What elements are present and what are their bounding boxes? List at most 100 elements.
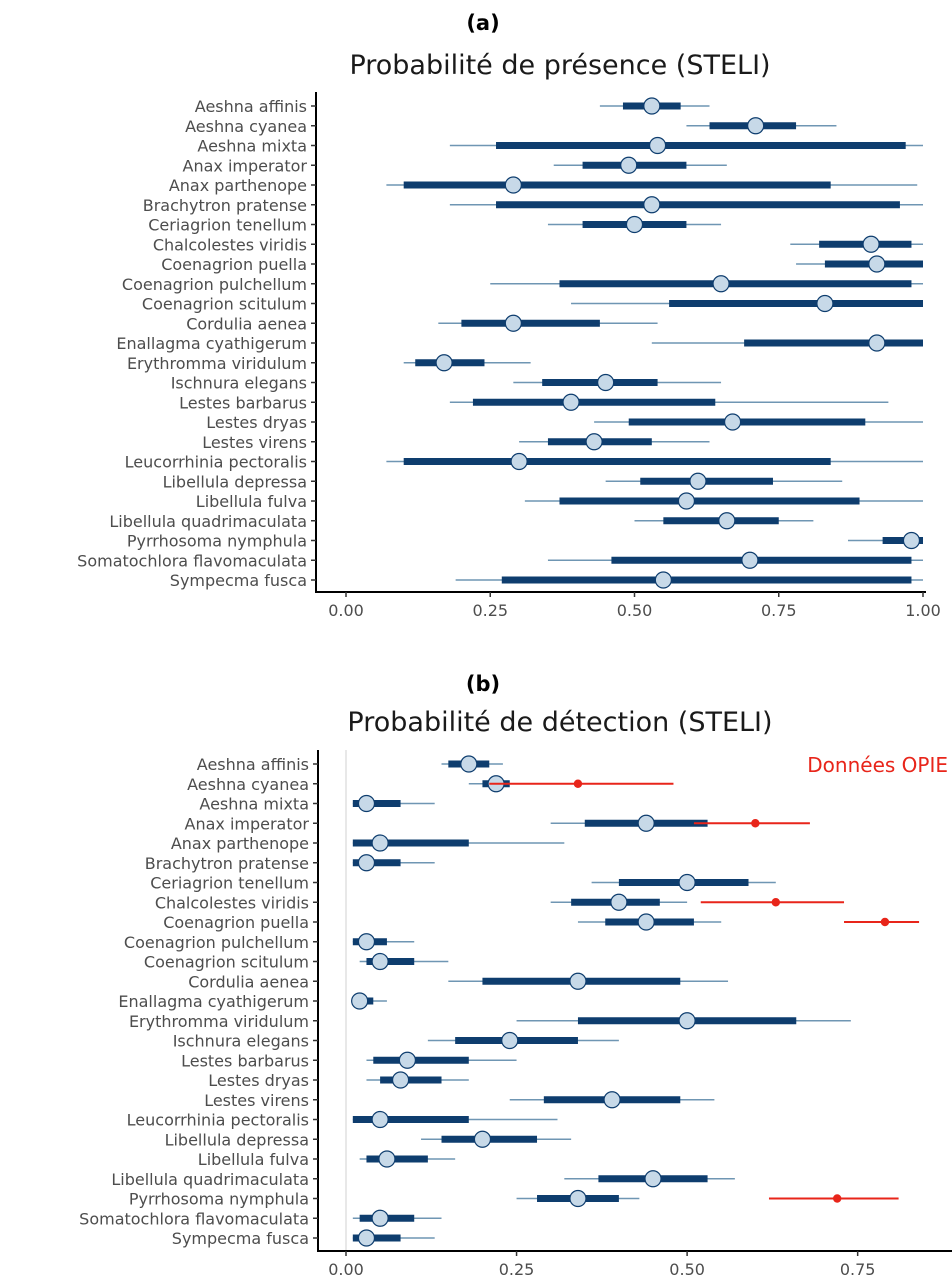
opie-point [833, 1194, 842, 1203]
median-point [435, 354, 453, 372]
median-point [723, 413, 742, 431]
y-tick-label: Lestes dryas [208, 1071, 309, 1090]
panel-b-title: Probabilité de détection (STELI) [347, 707, 772, 738]
median-point [689, 472, 707, 490]
median-point [597, 373, 615, 392]
x-tick-label: 0.75 [761, 601, 797, 620]
median-point [644, 1170, 662, 1188]
y-tick-label: Somatochlora flavomaculata [77, 551, 307, 570]
x-tick-label: 0.50 [669, 1260, 705, 1279]
median-point [371, 1110, 389, 1129]
median-point [747, 117, 765, 135]
y-tick-label: Pyrrhosoma nymphula [127, 532, 307, 551]
median-point [371, 834, 389, 852]
y-tick-label: Leucorrhinia pectoralis [125, 453, 307, 472]
median-point [504, 314, 522, 332]
y-tick-label: Somatochlora flavomaculata [79, 1209, 309, 1228]
y-tick-label: Enallagma cyathigerum [118, 992, 309, 1011]
median-point [643, 196, 661, 214]
median-point [371, 952, 389, 971]
median-point [625, 215, 644, 234]
y-tick-label: Libellula depressa [165, 1130, 309, 1149]
y-tick-label: Lestes barbarus [181, 1051, 309, 1070]
opie-point [771, 898, 780, 907]
y-tick-label: Pyrrhosoma nymphula [129, 1190, 309, 1209]
y-tick-label: Sympecma fusca [172, 1229, 309, 1248]
median-point [460, 755, 478, 773]
y-tick-label: Anax parthenope [169, 176, 307, 195]
median-point [510, 452, 528, 471]
median-point [902, 531, 921, 550]
median-point [569, 972, 587, 990]
y-tick-label: Leucorrhinia pectoralis [127, 1111, 309, 1130]
y-tick-label: Coenagrion scitulum [144, 953, 309, 972]
y-tick-label: Ischnura elegans [171, 374, 307, 393]
y-tick-label: Ceriagrion tenellum [148, 216, 307, 235]
median-point [357, 933, 376, 951]
y-tick-label: Erythromma viridulum [129, 1012, 309, 1031]
median-point [620, 156, 638, 174]
median-point [648, 136, 667, 155]
median-point [862, 235, 880, 253]
median-point [603, 1091, 621, 1109]
y-tick-label: Anax parthenope [171, 834, 309, 853]
y-tick-label: Aeshna mixta [199, 795, 309, 814]
median-point [712, 275, 730, 293]
y-tick-label: Coenagrion pulchellum [122, 275, 307, 294]
y-tick-label: Lestes dryas [206, 413, 307, 432]
x-tick-label: 0.25 [499, 1260, 535, 1279]
median-point [351, 992, 369, 1010]
median-point [357, 854, 376, 872]
median-point [816, 294, 834, 313]
y-tick-label: Coenagrion puella [163, 913, 309, 932]
y-tick-label: Ischnura elegans [173, 1032, 309, 1051]
median-point [585, 433, 603, 451]
y-tick-label: Brachytron pratense [143, 196, 307, 215]
y-tick-label: Libellula depressa [163, 472, 307, 491]
panel-a-title: Probabilité de présence (STELI) [349, 50, 770, 81]
x-tick-label: 0.25 [472, 601, 508, 620]
median-point [371, 1209, 389, 1227]
y-tick-label: Sympecma fusca [170, 571, 307, 590]
x-tick-label: 0.00 [328, 1260, 364, 1279]
y-tick-label: Brachytron pratense [145, 854, 309, 873]
y-tick-label: Cordulia aenea [186, 314, 307, 333]
opie-point [880, 917, 890, 927]
y-tick-label: Ceriagrion tenellum [150, 874, 309, 893]
median-point [678, 1012, 696, 1030]
x-tick-label: 1.00 [905, 601, 941, 620]
median-point [643, 97, 661, 115]
median-point [357, 794, 376, 813]
median-point [391, 1071, 410, 1089]
y-tick-label: Libellula quadrimaculata [111, 1170, 309, 1189]
panel-a-label: (a) [466, 11, 499, 35]
median-point [677, 492, 696, 510]
y-tick-label: Anax imperator [183, 156, 308, 175]
median-point [654, 571, 672, 589]
median-point [637, 814, 655, 832]
median-point [637, 913, 655, 931]
x-tick-label: 0.50 [617, 601, 653, 620]
y-tick-label: Lestes virens [202, 433, 307, 452]
median-point [357, 1229, 376, 1247]
y-tick-label: Aeshna affinis [195, 97, 307, 116]
panel-b-label: (b) [466, 672, 500, 696]
median-point [398, 1051, 416, 1069]
opie-point [573, 779, 583, 788]
y-tick-label: Aeshna mixta [197, 137, 307, 156]
y-tick-label: Cordulia aenea [188, 972, 309, 991]
y-tick-label: Anax imperator [185, 814, 310, 833]
x-tick-label: 0.75 [840, 1260, 876, 1279]
y-tick-label: Libellula quadrimaculata [109, 512, 307, 531]
x-tick-label: 0.00 [328, 601, 364, 620]
median-point [473, 1130, 492, 1148]
y-tick-label: Aeshna cyanea [187, 775, 309, 794]
median-point [868, 255, 886, 273]
median-point [678, 873, 696, 892]
y-tick-label: Enallagma cyathigerum [116, 334, 307, 353]
y-tick-label: Libellula fulva [198, 1150, 309, 1169]
y-tick-label: Lestes barbarus [179, 393, 307, 412]
